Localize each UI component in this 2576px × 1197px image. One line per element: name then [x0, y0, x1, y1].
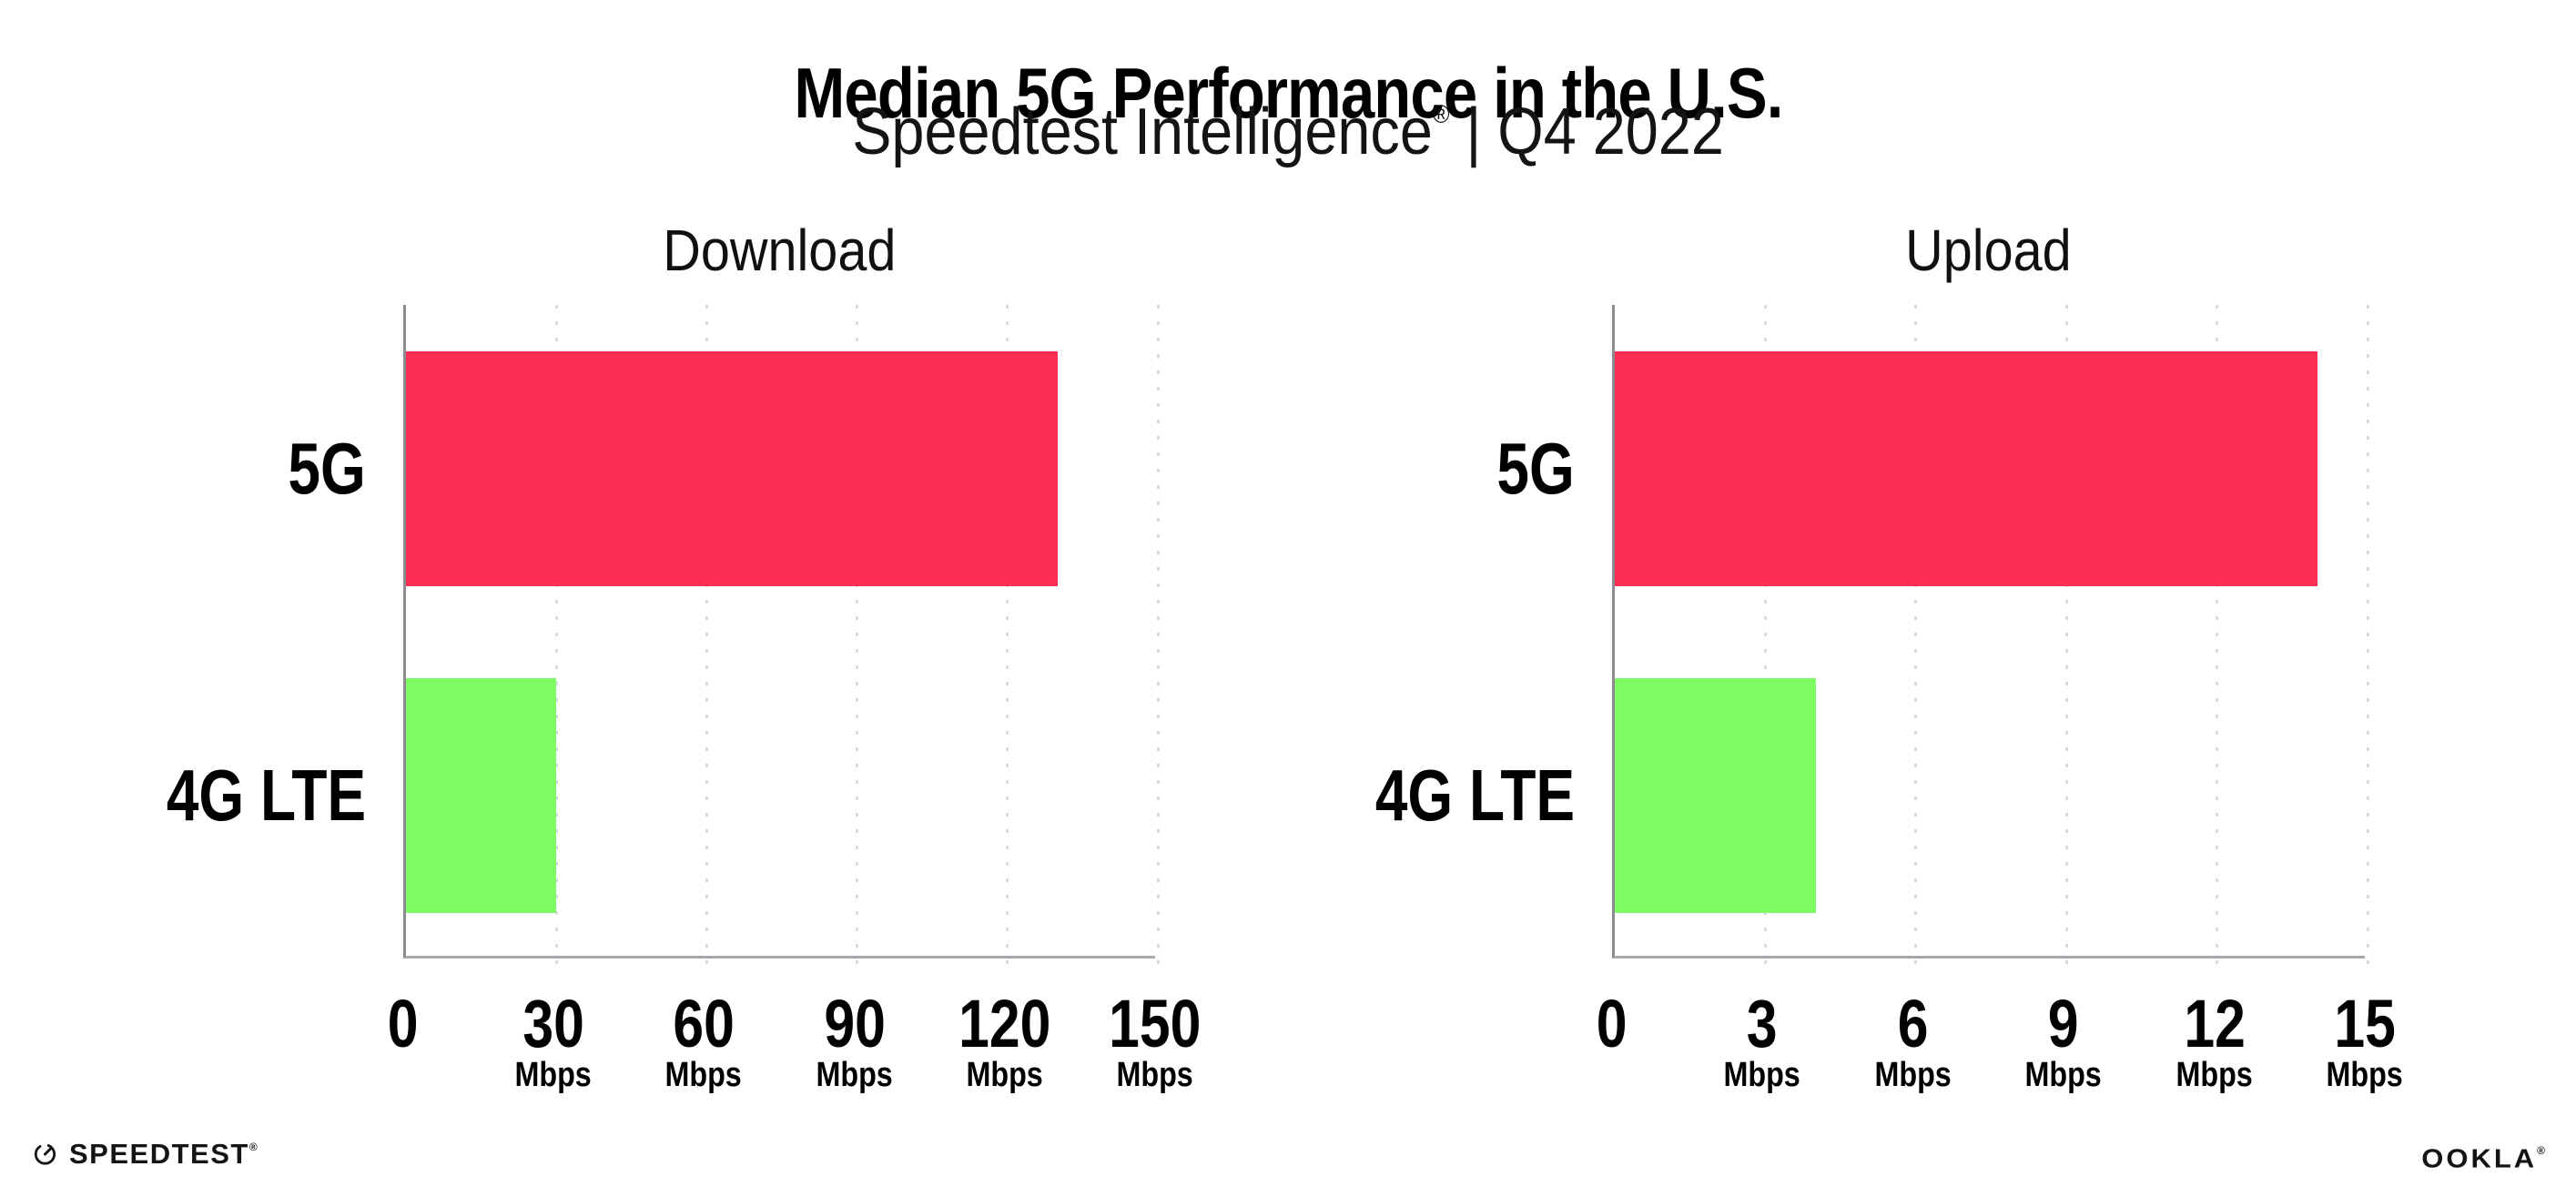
download-chart-title: Download: [662, 218, 897, 283]
gridline-120: [1006, 305, 1009, 969]
ookla-wordmark: OOKLA: [2421, 1143, 2538, 1173]
x-tick-download-60: 60: [673, 986, 735, 1061]
gridline-60: [705, 305, 708, 969]
x-tick-upload-12: 12: [2184, 986, 2246, 1061]
x-tick-upload-0: 0: [1597, 986, 1628, 1061]
gridline-3: [1763, 305, 1767, 969]
x-tick-unit-download-150: Mbps: [1116, 1056, 1194, 1094]
page-subtitle: Speedtest Intelligence® | Q4 2022: [0, 96, 2576, 168]
registered-mark: ®: [1432, 100, 1450, 128]
gridline-12: [2216, 305, 2219, 969]
category-label-4g-lte: 4G LTE: [1374, 755, 1575, 836]
ookla-trademark: ®: [2537, 1144, 2545, 1157]
x-tick-unit-upload-12: Mbps: [2175, 1056, 2254, 1094]
gridline-30: [554, 305, 558, 969]
x-tick-upload-3: 3: [1747, 986, 1778, 1061]
x-tick-download-30: 30: [522, 986, 584, 1061]
speedtest-trademark: ®: [248, 1141, 258, 1153]
speedtest-logo: SPEEDTEST®: [33, 1140, 258, 1168]
page-title-text: Median 5G Performance in the U.S.: [793, 53, 1783, 134]
x-tick-upload-9: 9: [2048, 986, 2079, 1061]
bar-5g-download: [406, 351, 1058, 586]
bar-5g-upload: [1615, 351, 2317, 586]
speedtest-wordmark: SPEEDTEST®: [69, 1138, 258, 1170]
category-label-5g: 5G: [1496, 428, 1575, 509]
x-tick-unit-download-30: Mbps: [514, 1056, 593, 1094]
gridline-9: [2064, 305, 2068, 969]
upload-plot-area: [1612, 305, 2369, 969]
x-tick-unit-upload-6: Mbps: [1874, 1056, 1952, 1094]
x-tick-upload-15: 15: [2334, 986, 2396, 1061]
gridline-150: [1156, 305, 1160, 969]
x-tick-unit-upload-3: Mbps: [1723, 1056, 1801, 1094]
x-tick-download-90: 90: [824, 986, 886, 1061]
gridline-6: [1914, 305, 1918, 969]
x-tick-unit-download-90: Mbps: [816, 1056, 894, 1094]
bar-4g-lte-upload: [1615, 678, 1816, 913]
x-tick-unit-download-60: Mbps: [664, 1056, 743, 1094]
gridline-15: [2366, 305, 2369, 969]
x-tick-download-0: 0: [388, 986, 419, 1061]
category-label-4g-lte: 4G LTE: [166, 755, 366, 836]
x-tick-unit-upload-9: Mbps: [2024, 1056, 2103, 1094]
x-tick-download-150: 150: [1109, 986, 1202, 1061]
x-tick-unit-download-120: Mbps: [966, 1056, 1044, 1094]
x-tick-unit-upload-15: Mbps: [2326, 1056, 2404, 1094]
bar-4g-lte-download: [406, 678, 557, 913]
x-tick-upload-6: 6: [1898, 986, 1929, 1061]
gridline-90: [856, 305, 859, 969]
category-label-5g: 5G: [288, 428, 366, 509]
page-title: Median 5G Performance in the U.S.: [0, 56, 2576, 131]
speedtest-gauge-icon: [33, 1141, 57, 1166]
upload-chart-title: Upload: [1905, 218, 2072, 283]
download-plot-area: [403, 305, 1160, 969]
subtitle-period: | Q4 2022: [1449, 96, 1724, 168]
ookla-logo: OOKLA®: [2421, 1143, 2545, 1172]
subtitle-brand: Speedtest Intelligence: [852, 96, 1433, 168]
x-tick-download-120: 120: [958, 986, 1051, 1061]
